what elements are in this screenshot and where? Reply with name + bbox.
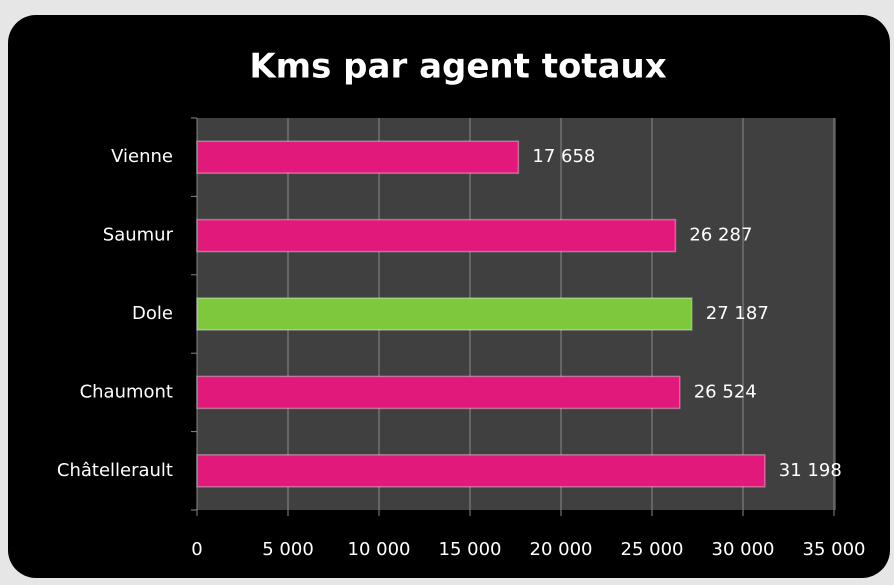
value-label: 31 198 xyxy=(779,460,842,481)
x-tick-label: 25 000 xyxy=(621,539,684,560)
chart-title: Kms par agent totaux xyxy=(249,47,666,87)
y-tick-label: Châtellerault xyxy=(57,460,173,481)
value-label: 17 658 xyxy=(532,146,595,167)
bar xyxy=(196,454,766,488)
x-tick-label: 10 000 xyxy=(348,539,411,560)
x-tick-label: 30 000 xyxy=(712,539,775,560)
bar xyxy=(196,297,693,331)
value-label: 27 187 xyxy=(706,303,769,324)
bar xyxy=(196,375,681,410)
y-tick-label: Chaumont xyxy=(80,381,173,402)
value-label: 26 287 xyxy=(689,225,752,246)
x-tick-label: 15 000 xyxy=(439,539,502,560)
value-label: 26 524 xyxy=(694,381,757,402)
x-tick-label: 0 xyxy=(191,539,202,560)
x-tick-label: 20 000 xyxy=(530,539,593,560)
y-tick-label: Saumur xyxy=(103,225,174,246)
y-tick-label: Vienne xyxy=(111,146,173,167)
x-tick-label: 35 000 xyxy=(803,539,866,560)
y-tick-label: Dole xyxy=(132,303,173,324)
bar xyxy=(196,140,520,174)
x-tick-label: 5 000 xyxy=(262,539,314,560)
bar xyxy=(196,218,677,253)
